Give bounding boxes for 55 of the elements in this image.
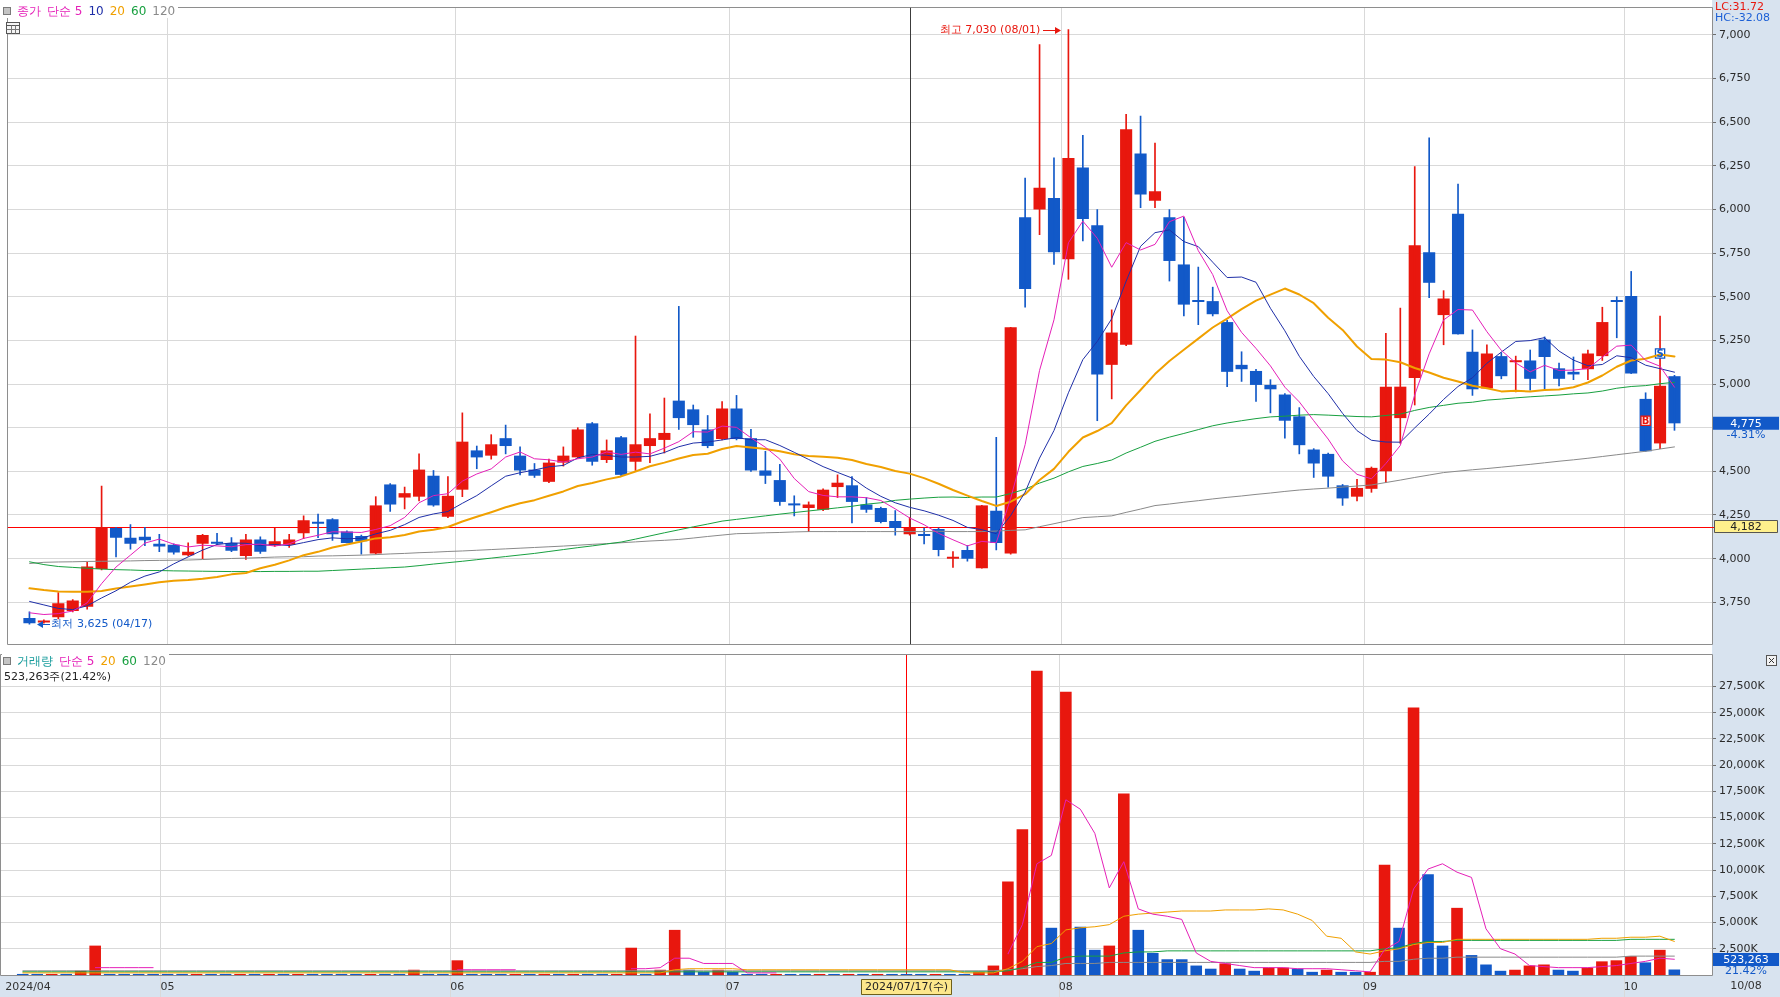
x-tick-label: 2024/07/17(수): [864, 979, 948, 993]
text: 21.42%: [1725, 964, 1767, 978]
text: 120: [143, 654, 166, 668]
text: 20: [100, 654, 116, 668]
y-tick-label: 25,000K: [1719, 705, 1766, 719]
text: HC:-32.08: [1715, 10, 1771, 24]
x-tick-label: 09: [1363, 979, 1378, 993]
ref-line-label: 4,182: [1730, 519, 1762, 533]
y-tick-label: 12,500K: [1719, 836, 1766, 850]
text: 60: [121, 654, 138, 668]
y-tick-label: 10,000K: [1719, 862, 1766, 876]
x-tick-label: 06: [450, 979, 465, 993]
text: 120: [152, 4, 176, 18]
text: 4,775: [1730, 416, 1762, 430]
y-tick-label: 27,500K: [1719, 679, 1766, 693]
x-tick-label: 10: [1623, 979, 1638, 993]
legend-title: 거래량: [17, 654, 53, 668]
text: 60: [131, 4, 147, 18]
y-tick-label: 5,500: [1719, 289, 1751, 303]
y-tick-label: 5,250: [1719, 333, 1751, 347]
annotation: 최고 7,030 (08/01): [939, 22, 1041, 36]
y-tick-label: 15,000K: [1719, 810, 1766, 824]
y-tick-label: 6,500: [1719, 115, 1751, 129]
y-tick-label: 17,500K: [1719, 784, 1766, 798]
x-tick-label: 05: [160, 979, 175, 993]
x-tick-label: 07: [725, 979, 740, 993]
text: 523,263: [1723, 952, 1769, 966]
x-tick-label: 08: [1058, 979, 1073, 993]
y-tick-label: 5,750: [1719, 245, 1751, 259]
y-tick-label: 6,000: [1719, 202, 1751, 216]
y-tick-label: 7,000: [1719, 27, 1751, 41]
y-tick-label: 6,750: [1719, 71, 1751, 85]
y-tick-label: 22,500K: [1719, 731, 1766, 745]
x-tick-label: 2024/04: [5, 979, 51, 993]
text: 10: [88, 4, 104, 18]
y-tick-label: 4,000: [1719, 551, 1751, 565]
y-tick-label: 5,000: [1719, 376, 1751, 390]
y-tick-label: 5,000K: [1719, 915, 1759, 929]
y-tick-label: 20,000K: [1719, 758, 1766, 772]
text: 단순 5: [47, 4, 83, 18]
y-tick-label: 6,250: [1719, 158, 1751, 172]
text: 20: [109, 4, 126, 18]
annotation: 523,263주(21.42%): [4, 669, 112, 683]
text: -4.31%: [1726, 428, 1766, 442]
text: LC:31.72: [1715, 0, 1765, 13]
data-label: B: [1641, 414, 1650, 426]
y-tick-label: 7,500K: [1719, 889, 1759, 903]
text: 단순 5: [59, 654, 95, 668]
y-tick-label: 4,250: [1719, 507, 1751, 521]
legend-title: 종가: [17, 4, 41, 18]
y-tick-label: 2,500K: [1719, 941, 1759, 955]
text: 10/08: [1730, 978, 1762, 992]
y-tick-label: 3,750: [1719, 595, 1751, 609]
annotation: 최저 3,625 (04/17): [51, 616, 153, 630]
y-tick-label: 4,500: [1719, 464, 1751, 478]
